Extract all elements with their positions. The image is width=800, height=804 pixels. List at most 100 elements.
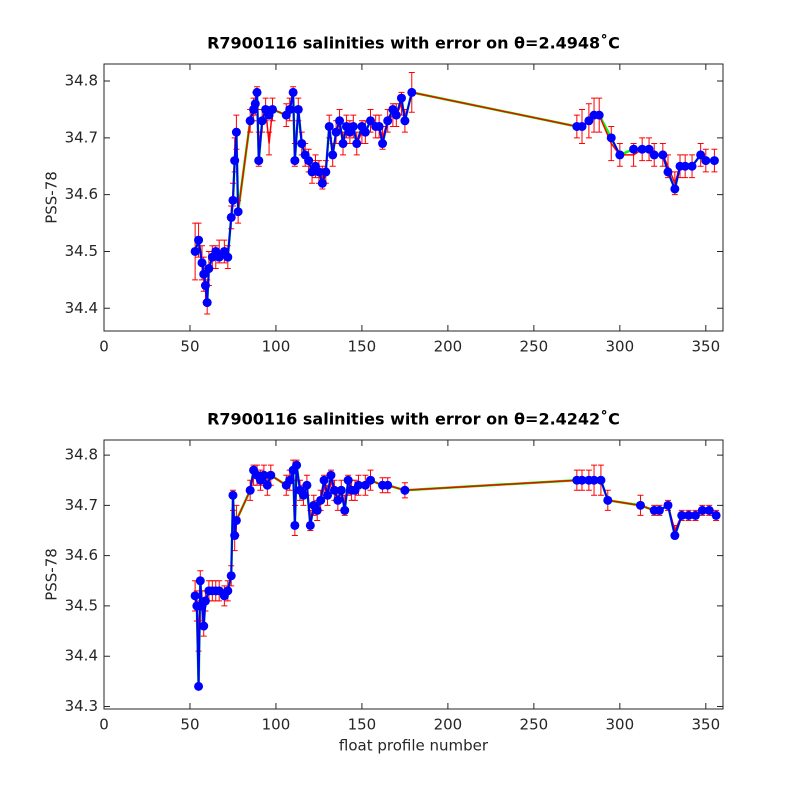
data-point <box>615 150 625 160</box>
x-tick-label: 250 <box>520 338 549 356</box>
data-point <box>297 139 307 149</box>
data-point <box>302 480 312 490</box>
data-point <box>400 116 410 126</box>
data-point <box>298 490 308 500</box>
y-tick-label: 34.4 <box>65 647 98 665</box>
data-point <box>407 87 417 97</box>
data-point <box>245 116 255 126</box>
data-point <box>711 510 721 520</box>
segment <box>305 485 312 526</box>
data-point <box>250 99 260 109</box>
x-tick-label: 150 <box>348 338 377 356</box>
data-point <box>190 591 200 601</box>
data-point <box>290 156 300 166</box>
x-tick-label: 200 <box>434 338 463 356</box>
data-point <box>704 505 714 515</box>
x-axis-label: float profile number <box>339 737 489 755</box>
data-point <box>709 156 719 166</box>
data-point <box>328 150 338 160</box>
data-point <box>321 167 331 177</box>
y-tick-label: 34.8 <box>65 72 98 90</box>
data-point <box>352 139 362 149</box>
data-point <box>312 505 322 515</box>
data-point <box>231 515 241 525</box>
segment <box>231 160 236 201</box>
data-point <box>317 178 327 188</box>
data-point <box>383 116 393 126</box>
segment <box>667 505 676 536</box>
data-point <box>262 480 272 490</box>
x-tick-label: 100 <box>262 716 291 734</box>
x-tick-label: 0 <box>99 716 109 734</box>
data-point <box>670 184 680 194</box>
data-point <box>292 460 302 470</box>
data-point <box>353 480 363 490</box>
data-point <box>285 475 295 485</box>
data-point <box>336 485 346 495</box>
chart-title: R7900116 salinities with error on θ=2.49… <box>207 34 620 53</box>
error-bar <box>266 131 273 156</box>
data-point <box>223 252 233 262</box>
data-point <box>331 127 341 137</box>
plot-area <box>190 459 721 691</box>
data-point <box>288 87 298 97</box>
data-point <box>338 139 348 149</box>
y-tick-label: 34.7 <box>65 496 98 514</box>
data-point <box>677 510 687 520</box>
axes-frame <box>103 439 724 710</box>
data-point <box>226 212 236 222</box>
y-axis-label: PSS-78 <box>43 548 61 601</box>
segment <box>343 480 350 511</box>
data-point <box>690 510 700 520</box>
data-point <box>383 480 393 490</box>
data-point <box>348 121 358 131</box>
data-point <box>199 621 209 631</box>
segment <box>328 126 334 156</box>
x-tick-label: 150 <box>348 716 377 734</box>
x-tick-label: 50 <box>180 338 199 356</box>
data-point <box>316 495 326 505</box>
data-point <box>324 121 334 131</box>
data-point <box>360 127 370 137</box>
data-point <box>254 156 264 166</box>
subplot: R7900116 salinities with error on θ=2.42… <box>43 410 724 755</box>
data-point <box>268 104 278 114</box>
data-point <box>293 104 303 114</box>
data-point <box>329 485 339 495</box>
data-point <box>197 258 207 268</box>
y-tick-label: 34.6 <box>65 185 98 203</box>
y-tick-label: 34.7 <box>65 128 98 146</box>
data-point <box>228 195 238 205</box>
data-point <box>245 485 255 495</box>
data-point <box>230 156 240 166</box>
data-point <box>649 150 659 160</box>
data-point <box>231 127 241 137</box>
data-point <box>190 246 200 256</box>
y-axis-label: PSS-78 <box>43 171 61 224</box>
data-point <box>319 475 329 485</box>
data-point <box>233 207 243 217</box>
y-tick-label: 34.5 <box>65 242 98 260</box>
data-point <box>396 93 406 103</box>
data-point <box>194 235 204 245</box>
data-point <box>194 681 204 691</box>
x-tick-label: 100 <box>262 338 291 356</box>
data-point <box>266 470 276 480</box>
subplot: R7900116 salinities with error on θ=2.49… <box>43 34 724 356</box>
data-point <box>391 110 401 120</box>
x-tick-label: 300 <box>606 338 635 356</box>
data-point <box>195 576 205 586</box>
data-point <box>223 586 233 596</box>
data-point <box>343 475 353 485</box>
data-point <box>603 495 613 505</box>
data-point <box>701 156 711 166</box>
data-point <box>658 150 668 160</box>
data-point <box>635 500 645 510</box>
data-point <box>228 490 238 500</box>
data-point <box>202 298 212 308</box>
segment <box>292 92 296 161</box>
data-point <box>252 87 262 97</box>
y-tick-label: 34.3 <box>65 697 98 715</box>
